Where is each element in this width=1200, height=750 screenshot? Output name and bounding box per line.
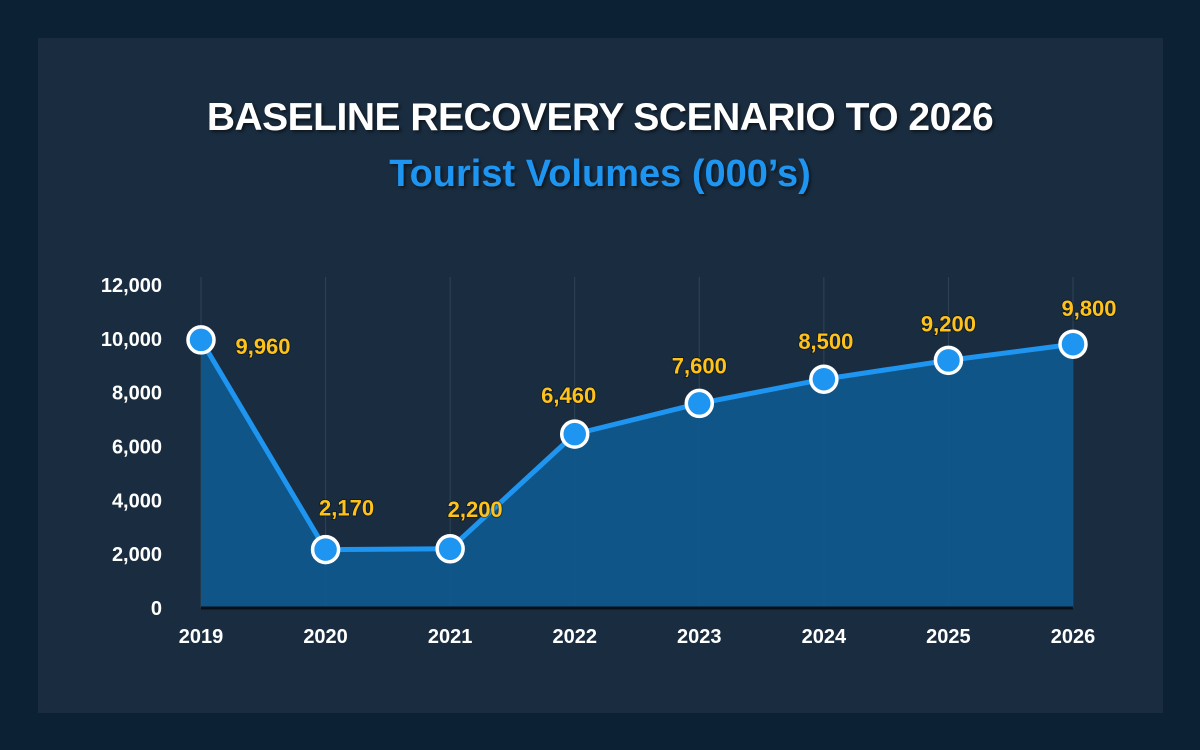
line-layer: [198, 338, 1074, 553]
area-layer: [201, 339, 1073, 608]
data-point-2026: [1058, 329, 1088, 359]
x-tick-label-2020: 2020: [303, 626, 348, 648]
y-tick-label-10000: 10,000: [101, 329, 162, 351]
data-label-2026: 9,800: [1061, 296, 1116, 321]
x-tick-label-2022: 2022: [552, 626, 597, 648]
chart-subtitle: Tourist Volumes (000’s): [389, 153, 811, 195]
marker-layer: [186, 325, 1088, 565]
data-label-2019: 9,960: [235, 334, 290, 359]
data-point-2025: [933, 345, 964, 376]
data-label-2024: 8,500: [798, 329, 853, 354]
x-tick-label-2024: 2024: [802, 626, 847, 648]
data-point-2024: [809, 364, 839, 394]
data-point-2023: [684, 388, 715, 419]
x-tick-label-2021: 2021: [428, 626, 473, 648]
data-point-2022: [559, 419, 590, 449]
x-tick-label-2023: 2023: [677, 626, 722, 648]
chart-title: BASELINE RECOVERY SCENARIO TO 2026: [206, 96, 994, 139]
axis-layer: 2019 2020 2021 2022 2023 2024 2025 2026 0 2,000 4,…: [101, 275, 1095, 648]
data-point-2020: [310, 534, 341, 565]
data-label-2021: 2,200: [448, 497, 503, 522]
data-label-2023: 7,600: [672, 353, 727, 378]
data-point-2021: [435, 534, 465, 564]
area-fill: [201, 339, 1073, 608]
series-line: [198, 338, 1074, 553]
data-point-2019: [186, 325, 216, 355]
y-tick-label-2000: 2,000: [112, 544, 162, 566]
x-tick-label-2026: 2026: [1051, 626, 1096, 648]
x-tick-label-2019: 2019: [179, 626, 224, 648]
x-tick-label-2025: 2025: [926, 626, 971, 648]
data-label-2022: 6,460: [541, 383, 596, 408]
label-layer: 9,960 2,170 2,200 6,460 7,600 8,500 9,200 9,800: [234, 295, 1117, 523]
y-tick-label-8000: 8,000: [112, 383, 162, 405]
y-tick-label-6000: 6,000: [112, 437, 162, 459]
data-label-2020: 2,170: [319, 496, 374, 521]
y-tick-label-0: 0: [151, 598, 162, 620]
y-tick-label-4000: 4,000: [112, 490, 162, 512]
data-label-2025: 9,200: [921, 311, 976, 336]
y-tick-label-12000: 12,000: [101, 275, 162, 297]
